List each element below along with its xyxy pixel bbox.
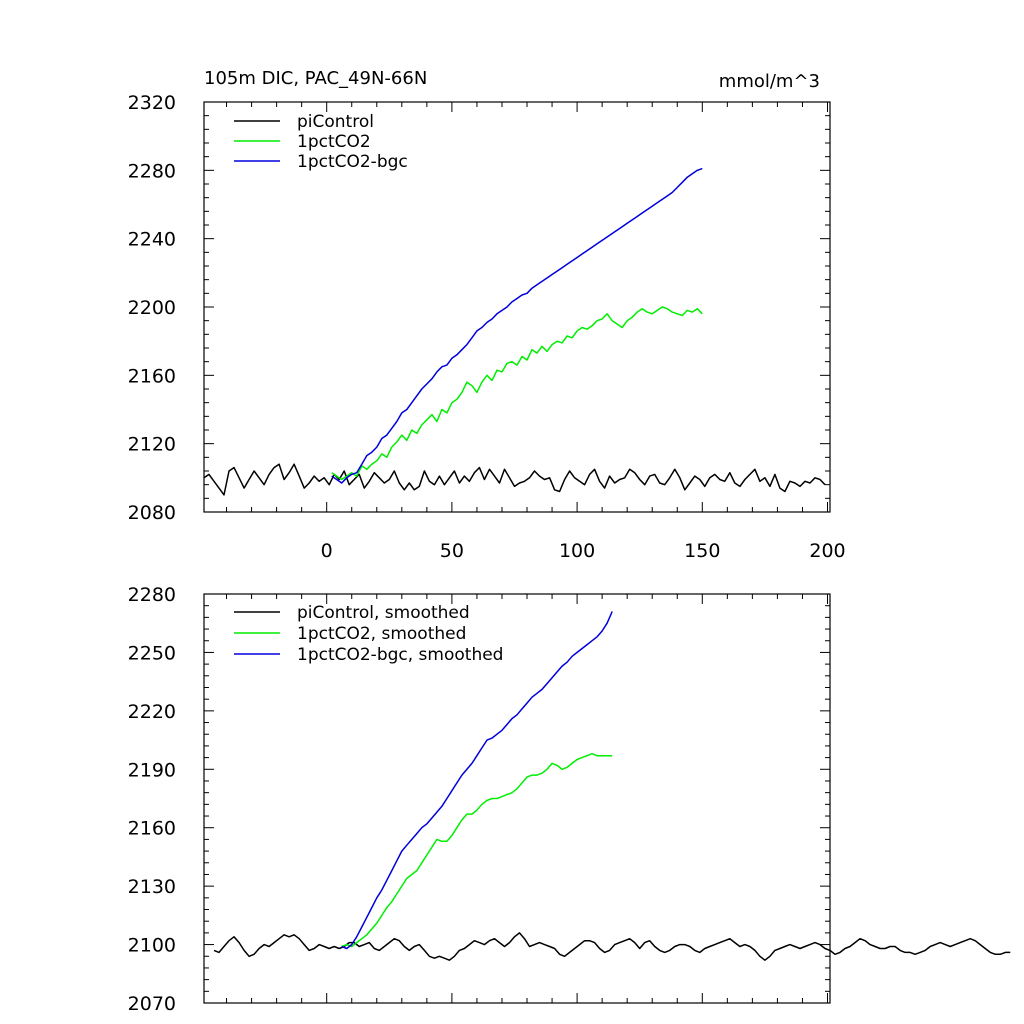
x-tick-label: 0 (321, 540, 333, 562)
legend-label: 1pctCO2, smoothed (297, 624, 466, 644)
chart-title: 105m DIC, PAC_49N-66N (204, 68, 427, 89)
y-tick-label: 2160 (128, 365, 176, 387)
legend-label: piControl (297, 112, 374, 132)
y-tick-label: 2130 (128, 876, 176, 898)
y-tick-label: 2120 (128, 434, 176, 456)
series-line-1pctco2 (331, 306, 703, 481)
units-label: mmol/m^3 (719, 71, 820, 92)
x-tick-label: 200 (809, 540, 845, 562)
series-line-picontrol (203, 463, 826, 496)
x-tick-label: 150 (684, 540, 720, 562)
y-tick-label: 2200 (128, 297, 176, 319)
top-panel: 105m DIC, PAC_49N-66N mmol/m^3 2080 2120 2… (128, 68, 846, 562)
series-line-1pctco2-smoothed (341, 752, 613, 948)
y-tick-label: 2070 (128, 993, 176, 1015)
x-tick-label: 50 (440, 540, 464, 562)
y-tick-label: 2250 (128, 642, 176, 664)
series-line-1pctco2-bgc-smoothed (341, 611, 613, 950)
series-line-1pctco2-bgc (331, 167, 703, 484)
y-tick-label: 2240 (128, 229, 176, 251)
legend-label: 1pctCO2 (297, 132, 371, 152)
y-tick-label: 2160 (128, 818, 176, 840)
legend-label: 1pctCO2-bgc (297, 152, 408, 172)
y-tick-label: 2100 (128, 935, 176, 957)
bottom-panel: 2070 2100 2130 2160 2190 2220 2250 2280 piContro… (128, 584, 1011, 1015)
legend-label: piControl, smoothed (297, 603, 470, 623)
series-line-picontrol-smoothed (213, 932, 1011, 961)
y-tick-label: 2190 (128, 759, 176, 781)
y-tick-label: 2080 (128, 502, 176, 524)
y-tick-label: 2280 (128, 160, 176, 182)
y-tick-label: 2220 (128, 701, 176, 723)
legend-label: 1pctCO2-bgc, smoothed (297, 645, 503, 665)
y-tick-label: 2280 (128, 584, 176, 606)
x-tick-label: 100 (559, 540, 595, 562)
y-tick-label: 2320 (128, 92, 176, 114)
plot-frame (203, 593, 831, 1004)
